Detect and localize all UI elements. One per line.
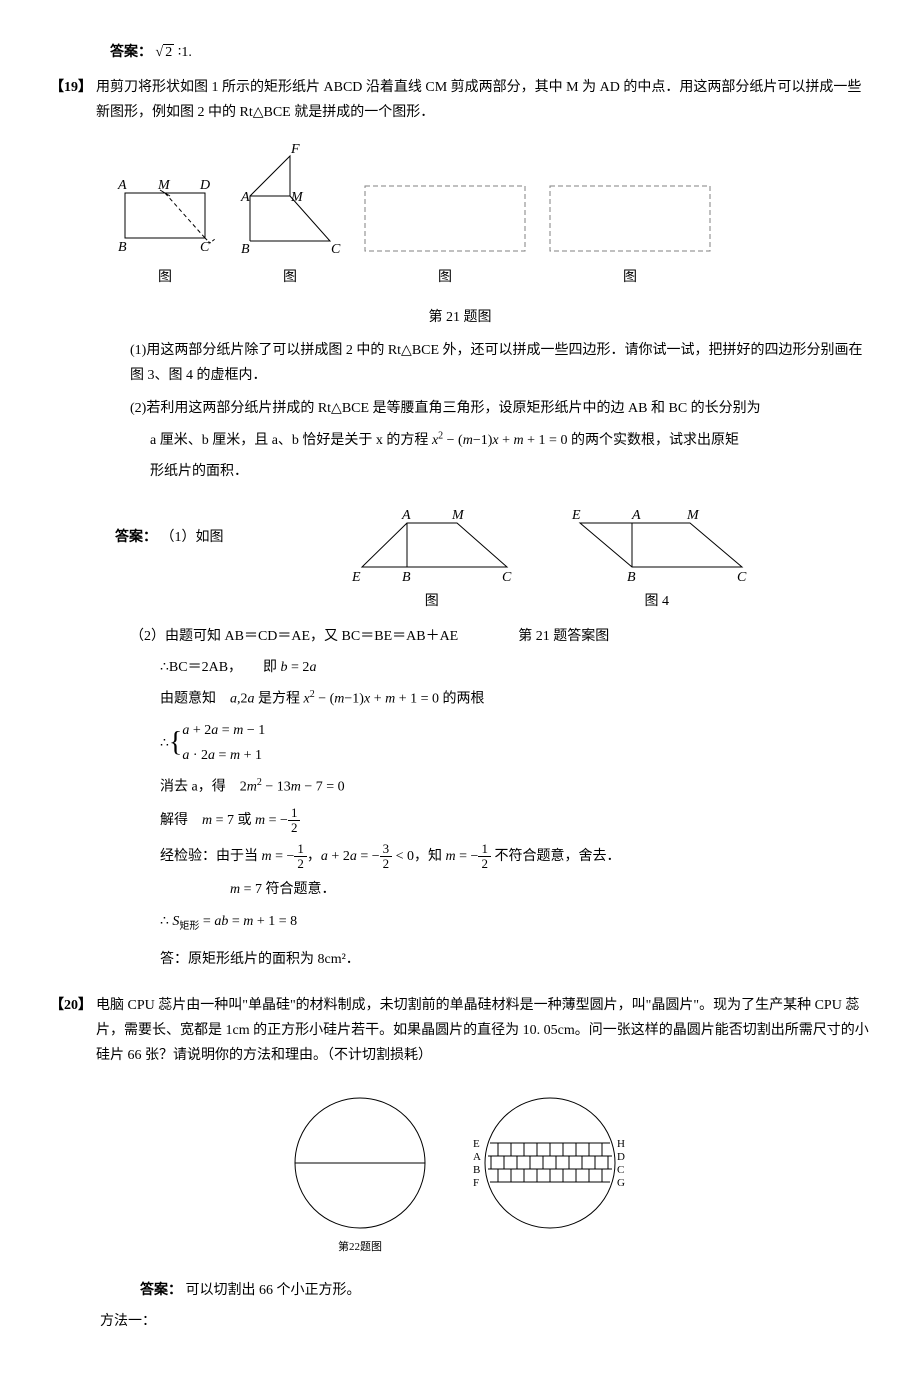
sub2b-text: a 厘米、b 厘米，且 a、b 恰好是关于 x 的方程 x2 − (m−1)x …: [150, 433, 739, 448]
q20-ans-label: 答案：: [140, 1283, 182, 1298]
ansfig3-caption: 图: [425, 589, 439, 614]
ans-fig-4: E A M B C 图 4: [562, 505, 752, 614]
q20-method: 方法一：: [100, 1309, 870, 1334]
answer-18: 答案： 2 ∶1.: [110, 40, 870, 65]
lbl-F: F: [473, 1177, 479, 1189]
fig-3-box: 图: [360, 181, 530, 290]
lbl-H: H: [617, 1138, 625, 1150]
label-M: M: [290, 190, 304, 205]
q20-circles: 第22题图: [50, 1088, 870, 1258]
lbl-C: C: [737, 570, 747, 585]
q19-text: 用剪刀将形状如图 1 所示的矩形纸片 ABCD 沿着直线 CM 剪成两部分，其中…: [96, 75, 870, 125]
circle-right: E H A D B C F G: [455, 1088, 635, 1258]
lbl-B: B: [627, 570, 636, 585]
fig-4-box: 图: [545, 181, 715, 290]
q19-ans1-row: 答案： （1）如图: [115, 525, 224, 550]
lbl-M: M: [686, 508, 700, 523]
lbl-C: C: [502, 570, 512, 585]
lbl-C: C: [617, 1164, 624, 1176]
q19-figures: A M D B C 图 F A M B C: [110, 141, 870, 290]
step1: （2）由题可知 AB＝CD＝AE，又 BC＝BE＝AB＋AE: [130, 624, 458, 649]
fig3-caption: 图: [438, 265, 452, 290]
lbl-D: D: [617, 1151, 625, 1163]
q19-sub2c: 形纸片的面积．: [150, 459, 870, 484]
answer-value: 2 ∶1.: [156, 45, 192, 60]
ansfig4-caption: 图 4: [645, 589, 670, 614]
step5: 消去 a，得 2m2 − 13m − 7 = 0: [160, 774, 870, 800]
circle-left: 第22题图: [285, 1088, 435, 1258]
label-A: A: [117, 178, 127, 193]
lbl-M: M: [451, 508, 465, 523]
answer-label: 答案：: [110, 45, 152, 60]
sub2a-text: (2)若利用这两部分纸片拼成的 Rt△BCE 是等腰直角三角形，设原矩形纸片中的…: [130, 396, 761, 421]
step10: 答：原矩形纸片的面积为 8cm²．: [160, 947, 870, 972]
step7: 经检验：由于当 m = −12，a + 2a = −32 < 0，知 m = −…: [160, 842, 870, 872]
q20-fig-caption: 第22题图: [338, 1238, 382, 1258]
sub1-text: (1)用这两部分纸片除了可以拼成图 2 中的 Rt△BCE 外，还可以拼成一些四…: [130, 338, 870, 388]
lbl-G: G: [617, 1177, 625, 1189]
label-M: M: [157, 178, 171, 193]
rect-abcd: [125, 193, 205, 238]
problem-20: 【20】 电脑 CPU 蕊片由一种叫"单晶硅"的材料制成，未切割前的单晶硅材料是…: [50, 993, 870, 1335]
parallelogram: [580, 523, 742, 567]
lbl-A: A: [631, 508, 641, 523]
fig-2: F A M B C 图: [235, 141, 345, 290]
dashed-box-4: [550, 186, 710, 251]
line-cm: [165, 193, 205, 238]
label-C: C: [331, 242, 341, 257]
problem-19: 【19】 用剪刀将形状如图 1 所示的矩形纸片 ABCD 沿着直线 CM 剪成两…: [50, 75, 870, 972]
step9: ∴ S矩形 = ab = m + 1 = 8: [160, 909, 870, 936]
fig4-caption: 图: [623, 265, 637, 290]
fig-1: A M D B C 图: [110, 171, 220, 290]
label-A: A: [240, 190, 250, 205]
ans1-text: （1）如图: [161, 530, 224, 545]
fig2-caption: 图: [283, 265, 297, 290]
trapezoid: [362, 523, 507, 567]
step6: 解得 m = 7 或 m = −12: [160, 806, 870, 836]
q19-num: 【19】: [50, 75, 92, 125]
q19-sub1: (1)用这两部分纸片除了可以拼成图 2 中的 Rt△BCE 外，还可以拼成一些四…: [130, 338, 870, 388]
q20-answer: 答案： 可以切割出 66 个小正方形。: [140, 1278, 870, 1303]
lbl-A: A: [473, 1151, 481, 1163]
grid-rows: [488, 1143, 612, 1182]
step2: ∴BC＝2AB， 即 b = 2a: [160, 655, 870, 680]
q19-main-caption: 第 21 题图: [50, 305, 870, 330]
q19-sub2a: (2)若利用这两部分纸片拼成的 Rt△BCE 是等腰直角三角形，设原矩形纸片中的…: [130, 396, 870, 421]
lbl-E: E: [351, 570, 361, 585]
answer-figures: A M E B C 图 E A M B: [342, 505, 752, 614]
ans-fig-3: A M E B C 图: [342, 505, 522, 614]
lbl-A: A: [401, 508, 411, 523]
step3: 由题意知 a,2a 是方程 x2 − (m−1)x + m + 1 = 0 的两…: [160, 686, 870, 712]
q19-sub2b: a 厘米、b 厘米，且 a、b 恰好是关于 x 的方程 x2 − (m−1)x …: [150, 428, 870, 454]
lbl-B: B: [473, 1164, 480, 1176]
label-F: F: [290, 142, 300, 157]
lbl-E: E: [571, 508, 581, 523]
lbl-E: E: [473, 1138, 480, 1150]
step4: ∴{ a + 2a = m − 1 a · 2a = m + 1: [160, 718, 870, 768]
ans-label: 答案：: [115, 530, 157, 545]
label-C: C: [200, 240, 210, 255]
label-D: D: [199, 178, 210, 193]
step8: m = 7 符合题意．: [230, 877, 870, 902]
dashed-box-3: [365, 186, 525, 251]
q20-num: 【20】: [50, 993, 92, 1069]
ans-caption: 第 21 题答案图: [518, 624, 609, 649]
label-B: B: [118, 240, 127, 255]
label-B: B: [241, 242, 250, 257]
lbl-B: B: [402, 570, 411, 585]
q20-ans-text: 可以切割出 66 个小正方形。: [186, 1283, 361, 1298]
fig1-caption: 图: [158, 265, 172, 290]
q20-text: 电脑 CPU 蕊片由一种叫"单晶硅"的材料制成，未切割前的单晶硅材料是一种薄型圆…: [96, 993, 870, 1069]
